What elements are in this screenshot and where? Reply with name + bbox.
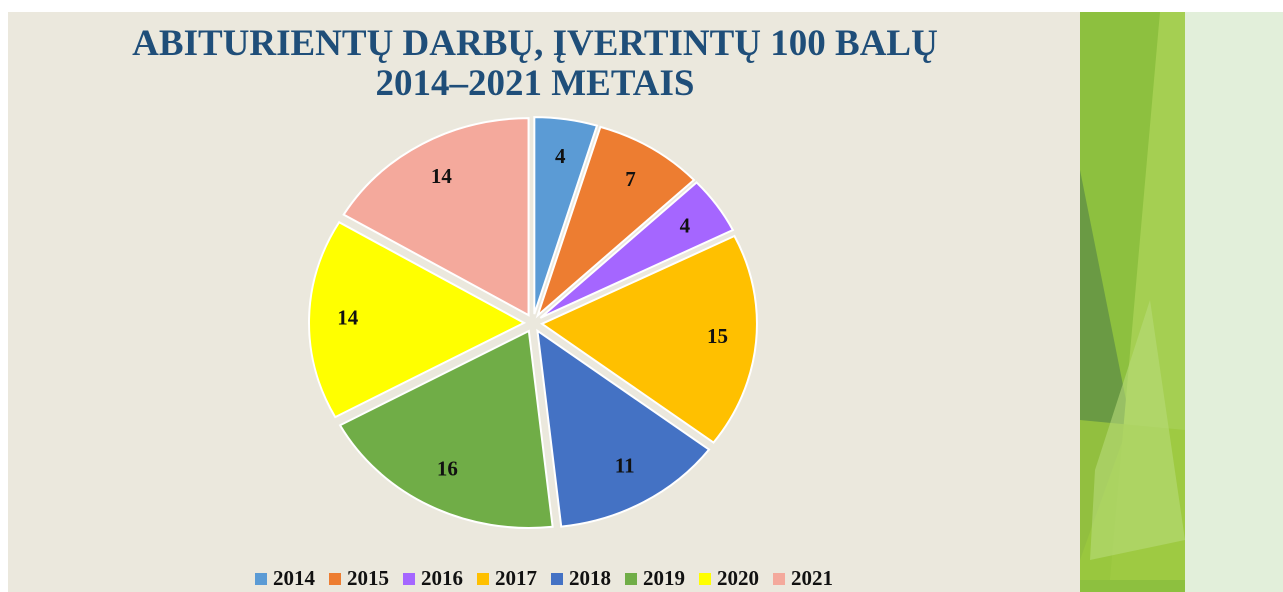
- legend-item: 2021: [773, 566, 833, 591]
- legend-item: 2020: [699, 566, 759, 591]
- legend-swatch: [699, 572, 711, 585]
- pie-slice: [539, 181, 735, 319]
- decoration: [1090, 300, 1185, 560]
- data-label: 16: [437, 457, 458, 481]
- data-label: 14: [431, 164, 453, 188]
- data-label: 7: [625, 167, 636, 191]
- legend-label: 2018: [569, 566, 611, 590]
- legend-item: 2016: [403, 566, 463, 591]
- data-label: 4: [555, 144, 566, 168]
- chart-title: ABITURIENTŲ DARBŲ, ĮVERTINTŲ 100 BALŲ 20…: [132, 23, 938, 104]
- data-label: 15: [707, 324, 728, 348]
- legend-item: 2018: [551, 566, 611, 591]
- pie-slice: [533, 116, 599, 315]
- data-label: 14: [337, 306, 359, 330]
- legend-swatch: [403, 572, 415, 585]
- legend-swatch: [625, 572, 637, 585]
- data-label: 11: [615, 454, 635, 478]
- legend-swatch: [773, 572, 785, 585]
- pie-slice: [308, 220, 527, 419]
- legend-item: 2017: [477, 566, 537, 591]
- legend-label: 2021: [791, 566, 833, 590]
- legend-label: 2014: [273, 566, 315, 590]
- legend-item: 2014: [255, 566, 315, 591]
- legend-swatch: [255, 572, 267, 585]
- pie-slice: [338, 329, 554, 529]
- pie-slice: [342, 117, 530, 317]
- legend-label: 2020: [717, 566, 759, 590]
- pie-slice: [539, 234, 758, 444]
- legend-swatch: [329, 572, 341, 585]
- pie-slice: [536, 328, 711, 528]
- legend-label: 2017: [495, 566, 537, 590]
- legend-swatch: [477, 572, 489, 585]
- legend-label: 2019: [643, 566, 685, 590]
- legend-swatch: [551, 572, 563, 585]
- side-panel: [1185, 12, 1283, 592]
- legend-label: 2016: [421, 566, 463, 590]
- legend-item: 2015: [329, 566, 389, 591]
- legend-label: 2015: [347, 566, 389, 590]
- pie-slice: [535, 125, 696, 319]
- legend: 2014 2015 2016 2017 2018 2019 2020 2021: [8, 566, 1080, 591]
- legend-item: 2019: [625, 566, 685, 591]
- data-label: 4: [680, 213, 691, 237]
